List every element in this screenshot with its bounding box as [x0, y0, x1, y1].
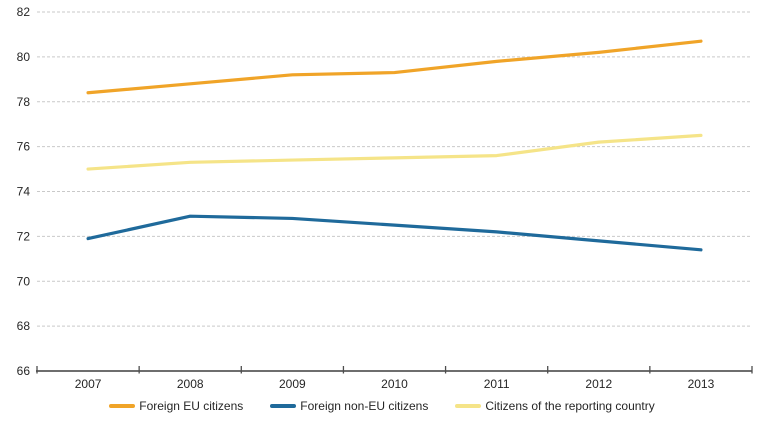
legend-item-reporting-country: Citizens of the reporting country	[455, 399, 655, 413]
series-line	[86, 133, 703, 171]
y-axis-tick-label: 70	[17, 274, 31, 288]
legend-line-swatch-foreign-eu	[109, 404, 136, 408]
y-axis-tick-label: 76	[17, 140, 31, 154]
x-axis-tick-label: 2011	[484, 377, 510, 391]
legend-label-foreign-eu: Foreign EU citizens	[139, 399, 244, 413]
x-axis-tick-label: 2008	[177, 377, 204, 391]
x-axis-tick-label: 2009	[279, 377, 306, 391]
x-axis-tick-label: 2012	[585, 377, 612, 391]
legend-label-foreign-non-eu: Foreign non-EU citizens	[300, 399, 429, 413]
legend-line-swatch-foreign-non-eu	[270, 404, 297, 408]
y-axis-tick-label: 66	[17, 364, 31, 378]
chart-legend: Foreign EU citizens Foreign non-EU citiz…	[0, 399, 764, 413]
y-axis-tick-label: 68	[17, 319, 31, 333]
legend-item-foreign-non-eu: Foreign non-EU citizens	[270, 399, 428, 413]
y-axis-tick-label: 74	[17, 185, 31, 199]
y-axis-tick-label: 78	[17, 95, 31, 109]
line-chart-plot: 66 68 70 72 74 76 78 80 82 2007 2008 2009 2010 2011 20…	[17, 5, 753, 391]
y-axis-tick-label: 72	[17, 229, 31, 243]
x-axis-tick-label: 2007	[75, 377, 102, 391]
x-axis-tick-label: 2010	[381, 377, 408, 391]
legend-label-reporting-country: Citizens of the reporting country	[485, 399, 655, 413]
x-axis-tick-label: 2013	[688, 377, 715, 391]
legend-line-swatch-reporting-country	[455, 404, 482, 408]
y-axis-tick-label: 82	[17, 5, 31, 19]
legend-item-foreign-eu: Foreign EU citizens	[109, 399, 243, 413]
series-line	[86, 214, 703, 252]
y-axis-tick-label: 80	[17, 50, 31, 64]
series-line	[86, 39, 703, 95]
